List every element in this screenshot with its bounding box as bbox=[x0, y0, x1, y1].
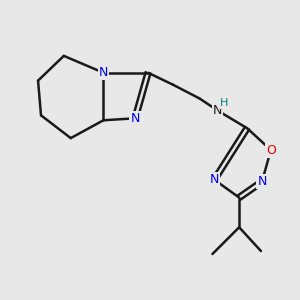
Text: N: N bbox=[210, 173, 219, 186]
Text: N: N bbox=[99, 66, 108, 79]
Text: N: N bbox=[257, 175, 267, 188]
Text: O: O bbox=[266, 143, 276, 157]
Text: N: N bbox=[130, 112, 140, 125]
Text: H: H bbox=[220, 98, 229, 108]
Text: N: N bbox=[213, 104, 222, 117]
